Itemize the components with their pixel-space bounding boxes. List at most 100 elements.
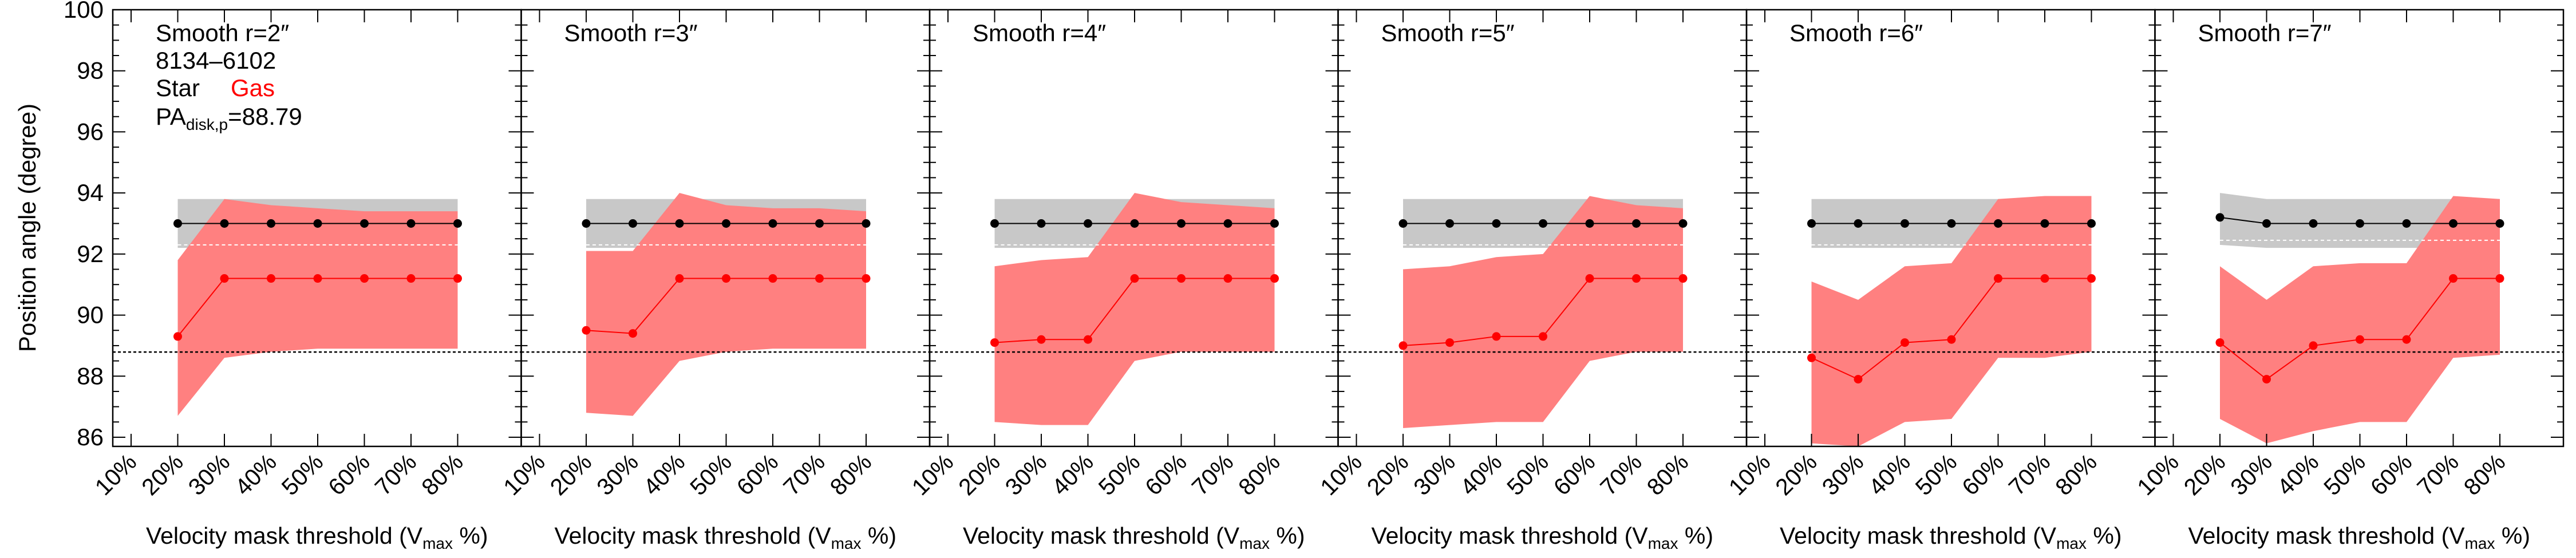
star-point [2040, 219, 2049, 228]
gas-point [2356, 335, 2364, 344]
x-tick-label: 60% [2365, 449, 2417, 501]
star-point [815, 219, 824, 228]
y-tick-label: 100 [64, 0, 104, 23]
gas-point [768, 274, 777, 283]
galaxy-id: 8134–6102 [156, 47, 276, 74]
gas-point [2495, 274, 2504, 283]
star-point [1037, 219, 1046, 228]
x-tick-label: 50% [1502, 449, 1554, 501]
gas-point [1445, 338, 1454, 347]
x-tick-label: 60% [732, 449, 784, 501]
x-tick-label: 30% [591, 449, 643, 501]
star-point [1177, 219, 1186, 228]
x-axis-label: Velocity mask threshold (Vmax %) [963, 523, 1305, 552]
x-tick-label: 80% [825, 449, 877, 501]
star-point [1947, 219, 1956, 228]
gas-point [173, 332, 182, 341]
panel-title: Smooth r=3″ [564, 19, 698, 46]
star-point [990, 219, 999, 228]
x-axis-label: Velocity mask threshold (Vmax %) [1372, 523, 1714, 552]
gas-point [1398, 341, 1408, 350]
x-tick-label: 80% [416, 449, 468, 501]
x-tick-label: 70% [1595, 449, 1647, 501]
x-axis-label: Velocity mask threshold (Vmax %) [2188, 523, 2531, 552]
panel-title: Smooth r=2″ [156, 19, 289, 46]
gas-point [1223, 274, 1232, 283]
star-point [220, 219, 229, 228]
gas-point [1901, 338, 1909, 347]
star-point [1632, 219, 1641, 228]
panel-title: Smooth r=7″ [2198, 19, 2332, 46]
x-tick-label: 10% [2132, 449, 2184, 501]
x-axis-label: Velocity mask threshold (Vmax %) [1780, 523, 2122, 552]
star-point [360, 219, 369, 228]
star-point [267, 219, 275, 228]
y-axis-label: Position angle (degree) [14, 104, 41, 352]
star-point [1854, 219, 1863, 228]
x-tick-label: 80% [1642, 449, 1694, 501]
gas-uncertainty-band [994, 193, 1275, 425]
star-point [2495, 219, 2504, 228]
star-point [1539, 219, 1547, 228]
x-tick-label: 70% [2004, 449, 2056, 501]
x-tick-label: 40% [230, 449, 282, 501]
gas-point [990, 338, 999, 347]
x-tick-label: 20% [1362, 449, 1414, 501]
legend-star: Star [156, 74, 200, 101]
gas-point [2262, 375, 2271, 384]
gas-point [2309, 341, 2318, 350]
x-tick-label: 70% [778, 449, 830, 501]
x-tick-label: 30% [1817, 449, 1869, 501]
star-point [1398, 219, 1408, 228]
gas-point [1632, 274, 1641, 283]
star-point [2309, 219, 2318, 228]
panel-title: Smooth r=6″ [1789, 19, 1923, 46]
gas-uncertainty-band [1811, 196, 2092, 446]
x-tick-label: 70% [2412, 449, 2464, 501]
x-tick-label: 30% [183, 449, 235, 501]
x-tick-label: 50% [1910, 449, 1962, 501]
x-tick-label: 20% [2179, 449, 2231, 501]
star-point [2262, 219, 2271, 228]
legend-gas: Gas [231, 74, 275, 101]
star-point [1223, 219, 1232, 228]
gas-uncertainty-band [2220, 196, 2500, 444]
y-tick-label: 96 [77, 118, 104, 145]
plot-area [930, 193, 1338, 425]
x-tick-label: 70% [370, 449, 422, 501]
star-point [1994, 219, 2002, 228]
x-tick-label: 10% [1315, 449, 1367, 501]
gas-point [453, 274, 462, 283]
x-tick-label: 40% [1863, 449, 1915, 501]
x-tick-label: 40% [1046, 449, 1099, 501]
gas-point [2087, 274, 2096, 283]
gas-point [267, 274, 275, 283]
gas-point [582, 326, 591, 335]
gas-uncertainty-band [177, 199, 458, 416]
star-point [1901, 219, 1909, 228]
x-tick-label: 70% [1187, 449, 1239, 501]
star-point [1130, 219, 1139, 228]
x-tick-label: 80% [2050, 449, 2102, 501]
gas-point [220, 274, 229, 283]
x-tick-label: 40% [638, 449, 690, 501]
x-tick-label: 50% [685, 449, 737, 501]
gas-point [1037, 335, 1046, 344]
gas-point [2449, 274, 2458, 283]
star-point [862, 219, 871, 228]
gas-point [360, 274, 369, 283]
star-point [2087, 219, 2096, 228]
gas-uncertainty-band [1403, 196, 1683, 428]
star-point [1445, 219, 1454, 228]
panel-title: Smooth r=5″ [1381, 19, 1515, 46]
gas-point [1492, 332, 1501, 341]
x-tick-label: 10% [90, 449, 142, 501]
gas-point [1084, 335, 1092, 344]
x-tick-label: 10% [498, 449, 550, 501]
gas-point [2215, 338, 2225, 347]
y-tick-label: 90 [77, 302, 104, 329]
gas-point [629, 329, 637, 338]
gas-uncertainty-band [586, 193, 866, 416]
panel-frame [2154, 9, 2565, 448]
